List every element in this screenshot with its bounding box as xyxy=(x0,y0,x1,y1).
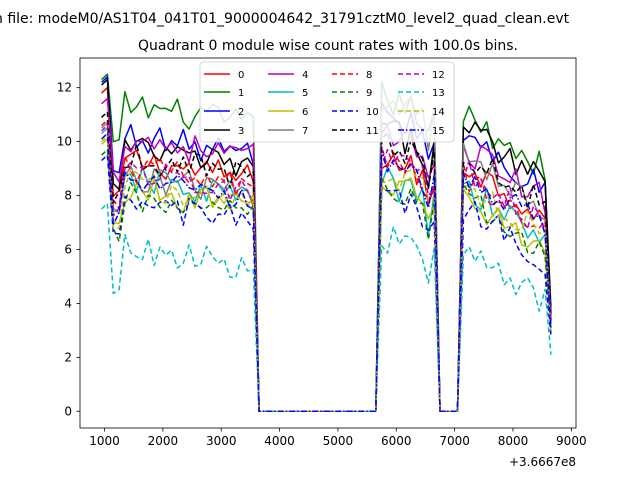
plot-area: 1000 2000 3000 4000 5000 6000 7000 8000 9000 0 2 4… xyxy=(57,57,587,448)
x-tick-label: 6000 xyxy=(381,434,412,448)
y-tick-label: 10 xyxy=(57,135,72,149)
legend-label-10: 10 xyxy=(366,107,379,118)
legend-label-15: 15 xyxy=(432,126,445,137)
legend-label-7: 7 xyxy=(302,126,308,137)
x-tick-label: 9000 xyxy=(556,434,587,448)
y-tick-label: 8 xyxy=(64,189,72,203)
legend-label-3: 3 xyxy=(238,126,244,137)
legend-label-11: 11 xyxy=(366,126,379,137)
legend-label-5: 5 xyxy=(302,88,308,99)
legend-label-6: 6 xyxy=(302,107,308,118)
legend-label-14: 14 xyxy=(432,107,445,118)
y-axis: 0 2 4 6 8 10 12 xyxy=(57,81,80,418)
series-layer xyxy=(101,73,552,413)
series-line-9 xyxy=(101,148,552,413)
y-tick-label: 12 xyxy=(57,81,72,95)
legend-label-0: 0 xyxy=(238,70,244,81)
series-line-15 xyxy=(101,132,552,413)
legend-label-12: 12 xyxy=(432,70,445,81)
legend-label-2: 2 xyxy=(238,107,244,118)
legend-label-8: 8 xyxy=(366,70,372,81)
y-tick-label: 4 xyxy=(64,296,72,310)
legend-frame xyxy=(199,61,455,143)
plot-frame xyxy=(79,57,577,429)
legend-label-4: 4 xyxy=(302,70,308,81)
x-offset-label: +3.6667e8 xyxy=(509,455,576,469)
x-tick-label: 7000 xyxy=(439,434,470,448)
x-axis: 1000 2000 3000 4000 5000 6000 7000 8000 9000 xyxy=(89,428,587,448)
axes-title: Quadrant 0 module wise count rates with … xyxy=(138,38,518,54)
legend-label-9: 9 xyxy=(366,88,372,99)
y-tick-label: 6 xyxy=(64,242,72,256)
figure-suptitle: n file: modeM0/AS1T04_041T01_9000004642_… xyxy=(0,11,570,27)
x-tick-label: 4000 xyxy=(264,434,295,448)
x-tick-label: 1000 xyxy=(89,434,120,448)
x-tick-label: 8000 xyxy=(498,434,529,448)
x-tick-label: 2000 xyxy=(148,434,179,448)
legend-label-13: 13 xyxy=(432,88,445,99)
x-tick-label: 5000 xyxy=(323,434,354,448)
x-tick-label: 3000 xyxy=(206,434,237,448)
legend-label-1: 1 xyxy=(238,88,244,99)
y-tick-label: 0 xyxy=(64,404,72,418)
y-tick-label: 2 xyxy=(64,350,72,364)
